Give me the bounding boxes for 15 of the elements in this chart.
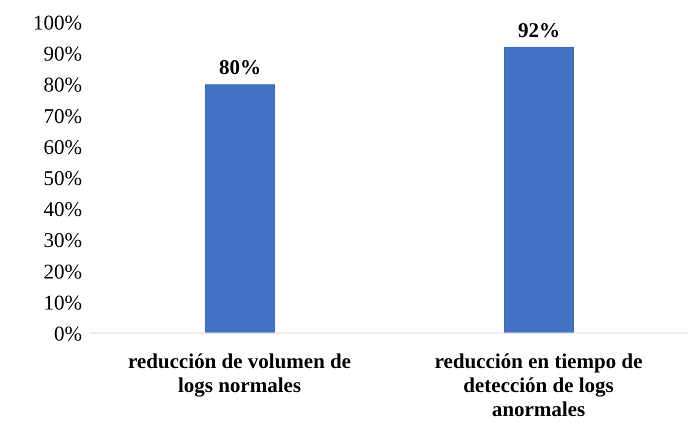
x-tick-label: reducción en tiempo de detección de logs anormales <box>434 348 642 422</box>
x-tick-label: reducción de volumen de logs normales <box>128 348 352 398</box>
y-tick-label: 30% <box>44 228 82 252</box>
y-tick-label: 50% <box>44 166 82 190</box>
y-tick-label: 100% <box>33 10 82 34</box>
y-tick-label: 40% <box>44 197 82 222</box>
y-tick-label: 10% <box>44 290 82 314</box>
y-tick-label: 70% <box>44 104 82 128</box>
y-tick-label: 20% <box>44 259 82 284</box>
data-label: 80% <box>219 55 261 80</box>
y-tick-label: 90% <box>44 42 82 66</box>
y-tick-label: 60% <box>44 134 82 159</box>
data-label: 92% <box>518 18 560 42</box>
y-tick-label: 80% <box>44 72 82 97</box>
y-tick-label: 0% <box>54 321 82 346</box>
